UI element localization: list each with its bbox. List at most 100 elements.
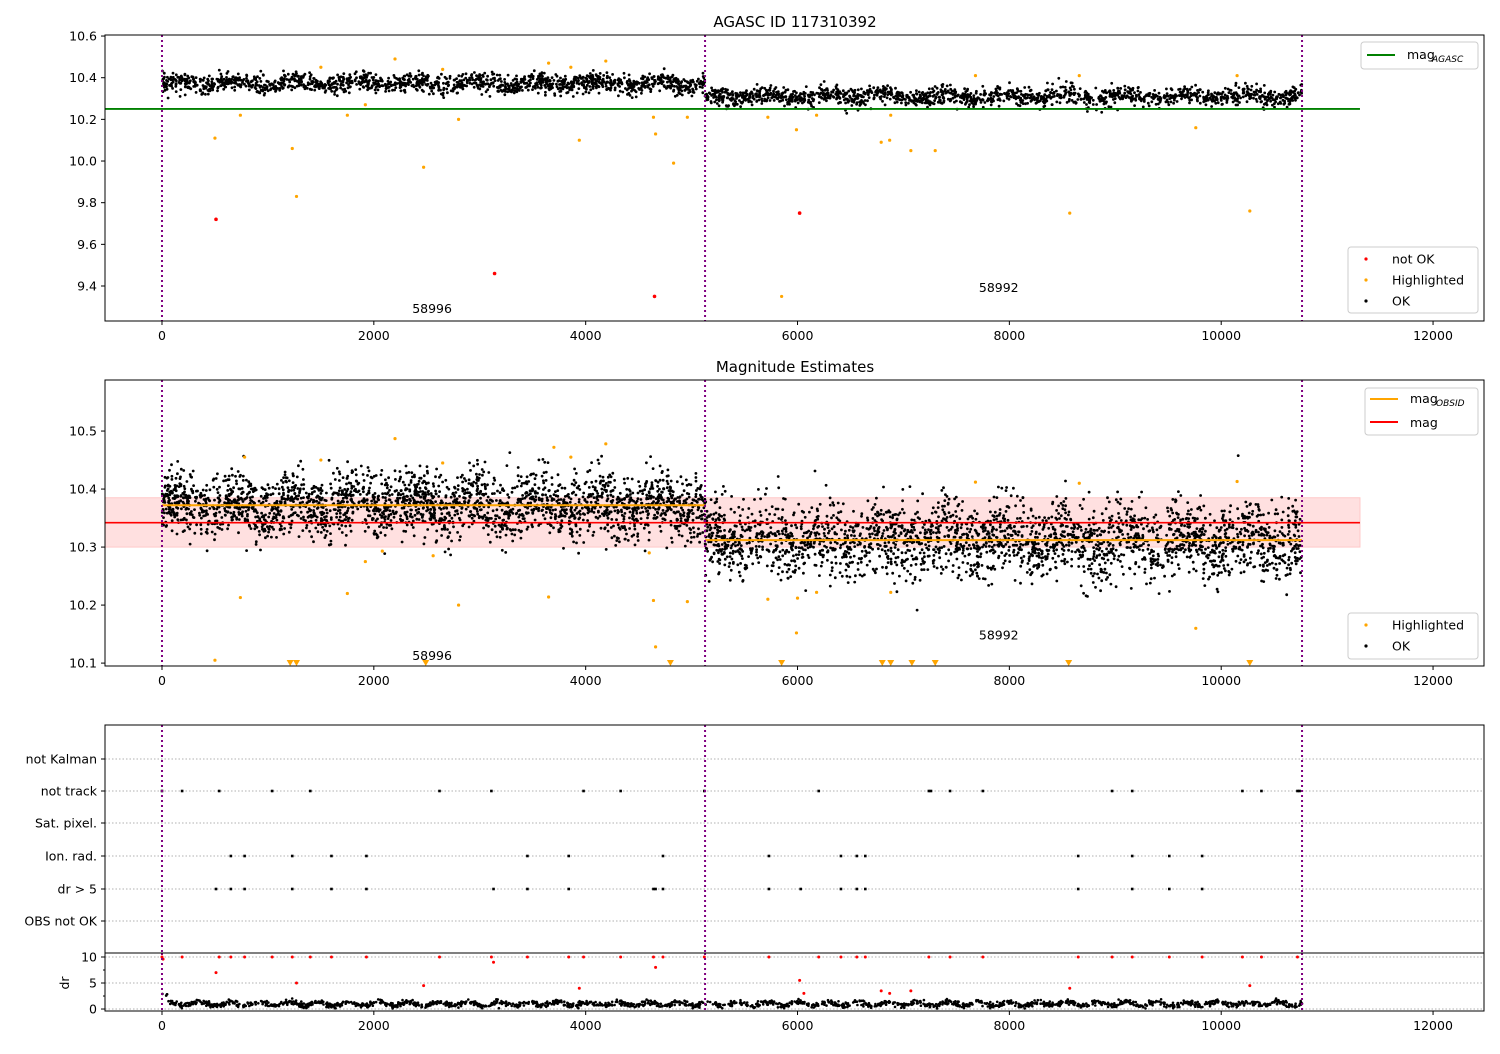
ok-point bbox=[1186, 88, 1189, 91]
ok-point bbox=[1133, 104, 1136, 107]
ok-point bbox=[572, 81, 575, 84]
ok-point bbox=[376, 80, 379, 83]
ok-point bbox=[201, 494, 204, 497]
observation-label: 58992 bbox=[979, 280, 1019, 295]
ok-point bbox=[712, 89, 715, 92]
highlighted-point bbox=[1194, 126, 1197, 129]
ok-point bbox=[476, 513, 479, 516]
ok-point bbox=[548, 88, 551, 91]
ok-point bbox=[288, 515, 291, 518]
ok-point bbox=[1274, 101, 1277, 104]
ok-point bbox=[313, 77, 316, 80]
ok-point bbox=[677, 92, 680, 95]
ok-point bbox=[606, 71, 609, 74]
ok-point bbox=[628, 517, 631, 520]
ok-point bbox=[927, 99, 930, 102]
ok-point bbox=[406, 499, 409, 502]
ok-point bbox=[629, 511, 632, 514]
ok-point bbox=[606, 523, 609, 526]
ok-point bbox=[205, 502, 208, 505]
ok-point bbox=[501, 509, 504, 512]
ok-point bbox=[384, 90, 387, 93]
ok-point bbox=[1085, 103, 1088, 106]
ok-point bbox=[578, 516, 581, 519]
ok-point bbox=[442, 519, 445, 522]
ok-point bbox=[595, 85, 598, 88]
ok-point bbox=[1150, 100, 1153, 103]
ok-point bbox=[1176, 100, 1179, 103]
ok-point bbox=[272, 508, 275, 511]
ok-point bbox=[1056, 93, 1059, 96]
ok-point bbox=[890, 88, 893, 91]
ok-point bbox=[218, 527, 221, 530]
ok-point bbox=[636, 500, 639, 503]
ok-point bbox=[287, 486, 290, 489]
ok-point bbox=[233, 89, 236, 92]
ok-point bbox=[479, 79, 482, 82]
ok-point bbox=[614, 87, 617, 90]
ok-point bbox=[275, 89, 278, 92]
ok-point bbox=[329, 509, 332, 512]
ok-point bbox=[164, 486, 167, 489]
ok-point bbox=[560, 498, 563, 501]
ok-point bbox=[826, 92, 829, 95]
ok-point bbox=[226, 489, 229, 492]
ok-point bbox=[435, 530, 438, 533]
ok-point bbox=[799, 92, 802, 95]
ok-point bbox=[949, 99, 952, 102]
ok-point bbox=[500, 89, 503, 92]
ok-point bbox=[1088, 101, 1091, 104]
ok-point bbox=[191, 514, 194, 517]
ok-point bbox=[905, 104, 908, 107]
ok-point bbox=[583, 513, 586, 516]
ok-point bbox=[1246, 87, 1249, 90]
ok-point bbox=[625, 488, 628, 491]
ok-point bbox=[254, 78, 257, 81]
ok-point bbox=[829, 97, 832, 100]
ok-point bbox=[1119, 98, 1122, 101]
ok-point bbox=[970, 98, 973, 101]
ok-point bbox=[1008, 81, 1011, 84]
ok-point bbox=[406, 524, 409, 527]
ok-point bbox=[1110, 106, 1113, 109]
ok-point bbox=[285, 78, 288, 81]
ok-point bbox=[470, 513, 473, 516]
ok-point bbox=[238, 498, 241, 501]
ok-point bbox=[171, 82, 174, 85]
ok-point bbox=[643, 527, 646, 530]
ok-point bbox=[330, 487, 333, 490]
ok-point bbox=[700, 484, 703, 487]
ok-point bbox=[1247, 93, 1250, 96]
ok-point bbox=[466, 80, 469, 83]
ok-point bbox=[342, 72, 345, 75]
ok-point bbox=[966, 98, 969, 101]
ok-point bbox=[714, 92, 717, 95]
ok-point bbox=[941, 84, 944, 87]
ok-point bbox=[1217, 101, 1220, 104]
ok-point bbox=[845, 112, 848, 115]
ok-point bbox=[346, 488, 349, 491]
ok-point bbox=[1042, 97, 1045, 100]
ok-point bbox=[615, 518, 618, 521]
ok-point bbox=[263, 84, 266, 87]
ok-point bbox=[333, 508, 336, 511]
ok-point bbox=[1037, 100, 1040, 103]
ok-point bbox=[453, 495, 456, 498]
ok-point bbox=[268, 487, 271, 490]
ok-point bbox=[655, 497, 658, 500]
ok-point bbox=[267, 89, 270, 92]
ok-point bbox=[652, 506, 655, 509]
ok-point bbox=[873, 94, 876, 97]
ok-point bbox=[1179, 91, 1182, 94]
ok-point bbox=[661, 82, 664, 85]
ok-point bbox=[362, 486, 365, 489]
ok-point bbox=[916, 93, 919, 96]
ok-point bbox=[235, 501, 238, 504]
ok-point bbox=[434, 490, 437, 493]
ok-point bbox=[901, 96, 904, 99]
ok-point bbox=[1269, 100, 1272, 103]
ok-point bbox=[1255, 83, 1258, 86]
ok-point bbox=[1074, 101, 1077, 104]
ok-point bbox=[980, 101, 983, 104]
ok-point bbox=[632, 80, 635, 83]
